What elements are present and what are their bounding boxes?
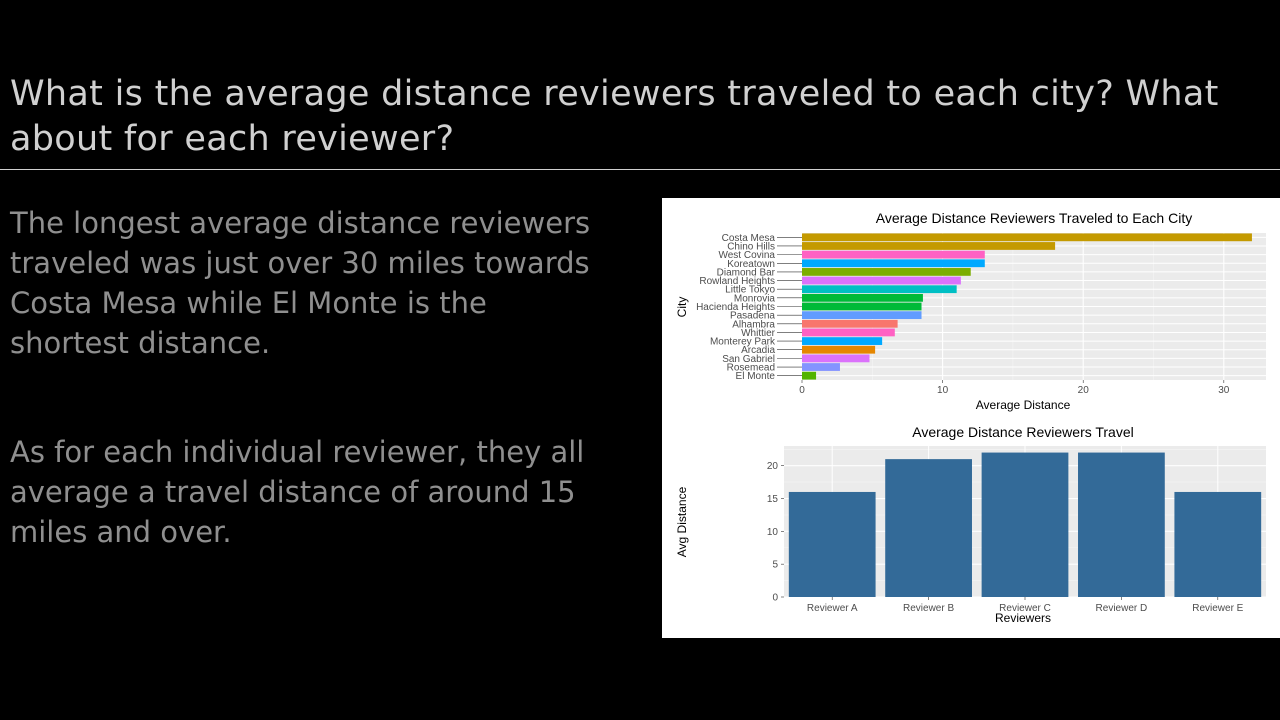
city-x-tick-label: 10	[937, 385, 949, 396]
reviewer-chart-y-ticks: 0 5 10 15 20	[767, 461, 784, 604]
city-label: Koreatown	[727, 259, 775, 270]
reviewer-label: Reviewer E	[1192, 603, 1243, 614]
reviewer-y-tick-label: 20	[767, 461, 779, 472]
reviewer-label: Reviewer D	[1096, 603, 1148, 614]
reviewer-y-tick-label: 15	[767, 494, 779, 505]
city-label: San Gabriel	[722, 354, 775, 365]
city-label: Rowland Heights	[699, 276, 775, 287]
reviewer-y-tick-label: 10	[767, 527, 779, 538]
city-bar	[802, 311, 922, 320]
city-label: Alhambra	[732, 319, 775, 330]
city-x-tick-label: 0	[799, 385, 805, 396]
city-label: Monterey Park	[710, 337, 776, 348]
city-label: Rosemead	[727, 363, 775, 374]
city-bar	[802, 276, 961, 285]
reviewer-y-tick-label: 5	[772, 560, 778, 571]
paragraph-city-distance: The longest average distance reviewers t…	[10, 206, 591, 360]
reviewer-chart-category-labels: Reviewer A Reviewer B Reviewer C Reviewer D…	[807, 597, 1244, 614]
reviewer-chart-bars	[788, 452, 1262, 597]
city-label: Pasadena	[730, 311, 775, 322]
city-chart-x-ticks: 0 10 20 30	[799, 380, 1230, 396]
city-label: Diamond Bar	[717, 267, 776, 278]
city-bar	[802, 268, 971, 276]
city-bar	[802, 242, 1056, 250]
city-bar	[802, 250, 985, 259]
reviewer-bar	[788, 491, 876, 597]
city-chart-x-axis-label: Average Distance	[976, 398, 1071, 412]
city-label: Chino Hills	[727, 241, 775, 252]
city-bar	[802, 354, 870, 363]
city-x-tick-label: 20	[1078, 385, 1090, 396]
city-chart-y-axis-label: City	[675, 297, 689, 318]
paragraph-reviewer-distance: As for each individual reviewer, they al…	[10, 435, 585, 549]
city-label: El Monte	[736, 371, 776, 382]
city-bar	[802, 293, 923, 302]
city-label: Whittier	[741, 328, 776, 339]
city-chart-bars	[802, 233, 1252, 380]
city-bar	[802, 337, 883, 345]
reviewer-chart-title: Average Distance Reviewers Travel	[912, 424, 1134, 440]
city-chart-title: Average Distance Reviewers Traveled to E…	[876, 210, 1192, 226]
title-divider	[0, 169, 1280, 170]
reviewer-chart-x-axis-label: Reviewers	[995, 611, 1051, 625]
reviewer-bar	[1174, 491, 1262, 597]
reviewer-label: Reviewer C	[999, 603, 1051, 614]
city-x-tick-label: 30	[1218, 385, 1230, 396]
reviewer-label: Reviewer B	[903, 603, 954, 614]
city-bar	[802, 328, 895, 337]
city-bar	[802, 285, 957, 294]
city-label: Monrovia	[734, 293, 776, 304]
reviewer-y-tick-label: 0	[772, 593, 778, 604]
city-bar	[802, 371, 817, 380]
city-label: Arcadia	[741, 345, 775, 356]
reviewer-label: Reviewer A	[807, 603, 858, 614]
city-bar	[802, 259, 985, 268]
city-bar	[802, 319, 898, 328]
city-bar	[802, 233, 1252, 242]
slide-title: What is the average distance reviewers t…	[10, 74, 1219, 159]
city-label: Little Tokyo	[725, 285, 775, 296]
city-label: Costa Mesa	[722, 233, 776, 244]
city-label: Hacienda Heights	[696, 302, 775, 313]
city-bar	[802, 302, 922, 311]
chart-panel: Average Distance Reviewers Traveled to E…	[662, 198, 1280, 638]
city-bar	[802, 363, 840, 371]
charts-svg: Average Distance Reviewers Traveled to E…	[675, 210, 1266, 625]
reviewer-bar	[885, 459, 972, 597]
reviewer-bar	[981, 452, 1069, 597]
reviewer-bar	[1078, 452, 1165, 597]
city-bar	[802, 345, 876, 354]
city-label: West Covina	[718, 250, 775, 261]
reviewer-chart-y-axis-label: Avg Distance	[675, 486, 689, 557]
